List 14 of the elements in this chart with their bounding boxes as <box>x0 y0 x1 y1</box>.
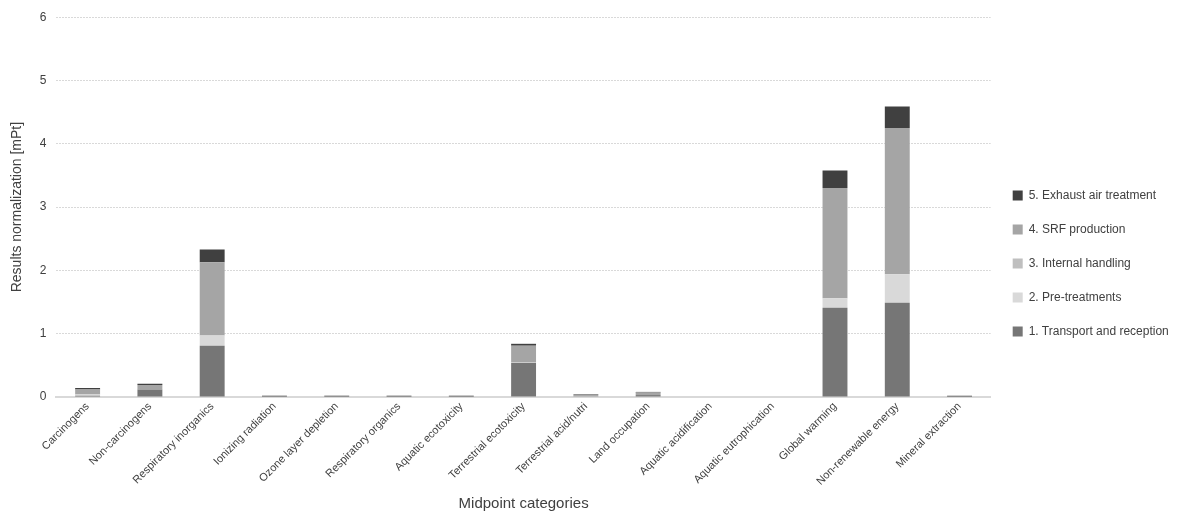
legend-label: 3. Internal handling <box>1028 255 1131 270</box>
legend-label: 2. Pre-treatments <box>1028 289 1122 304</box>
y-tick-label: 6 <box>39 9 47 24</box>
x-axis-title: Midpoint categories <box>458 494 589 512</box>
y-tick-label: 3 <box>39 199 47 214</box>
y-tick-label: 2 <box>39 262 47 277</box>
legend-label: 1. Transport and reception <box>1028 323 1169 338</box>
y-tick-label: 5 <box>39 72 47 87</box>
y-tick-label: 4 <box>39 136 47 151</box>
legend-label: 4. SRF production <box>1028 221 1126 236</box>
y-tick-label: 0 <box>39 389 47 404</box>
y-axis-title: Results normalization [mPt] <box>8 121 25 293</box>
y-tick-label: 1 <box>39 325 47 340</box>
legend-label: 5. Exhaust air treatment <box>1028 187 1157 202</box>
